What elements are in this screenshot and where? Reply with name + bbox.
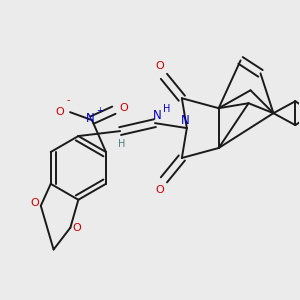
Text: O: O xyxy=(156,61,164,71)
Text: N: N xyxy=(153,109,161,122)
Text: -: - xyxy=(66,95,70,105)
Text: N: N xyxy=(181,114,189,127)
Text: O: O xyxy=(56,107,64,117)
Text: O: O xyxy=(30,198,39,208)
Text: +: + xyxy=(97,106,104,115)
Text: N: N xyxy=(85,112,94,124)
Text: O: O xyxy=(119,103,128,113)
Text: H: H xyxy=(163,104,171,114)
Text: O: O xyxy=(156,185,164,195)
Text: O: O xyxy=(72,223,81,232)
Text: H: H xyxy=(118,139,126,149)
